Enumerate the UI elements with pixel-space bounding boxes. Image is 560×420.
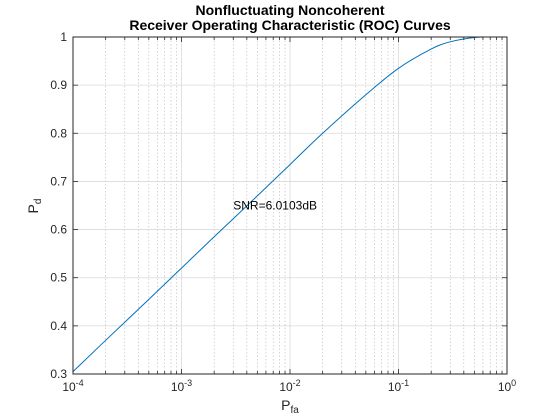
x-tick-label-base: 10 xyxy=(498,380,512,394)
ticks-group xyxy=(72,36,508,375)
y-axis-label: Pd xyxy=(25,199,44,214)
x-tick-label: 100 xyxy=(498,378,516,394)
x-tick-label-exponent: -3 xyxy=(184,378,192,388)
y-tick-label: 0.7 xyxy=(50,174,67,188)
y-tick-label: 0.8 xyxy=(50,126,67,140)
y-axis-label-main: P xyxy=(25,204,41,213)
tick-labels-group: 10-4 10-3 10-2 10-1 1000.30.40.50.60.70.80.9… xyxy=(50,30,516,394)
x-axis-label-sub: fa xyxy=(291,405,300,416)
x-tick-label-exponent: -4 xyxy=(76,378,84,388)
y-tick-label: 0.9 xyxy=(50,78,67,92)
y-tick-label: 0.5 xyxy=(50,271,67,285)
series-group xyxy=(72,36,508,372)
x-tick-label: 10-2 xyxy=(279,378,300,394)
x-tick-label-base: 10 xyxy=(388,380,402,394)
x-tick-label-base: 10 xyxy=(62,380,76,394)
x-tick-label-exponent: -2 xyxy=(293,378,301,388)
x-tick-label-exponent: -1 xyxy=(401,378,409,388)
x-tick-label-base: 10 xyxy=(279,380,293,394)
chart-title-line-1: Nonfluctuating Noncoherent xyxy=(196,2,385,18)
x-tick-label: 10-4 xyxy=(62,378,83,394)
snr-annotation: SNR=6.0103dB xyxy=(233,199,317,213)
x-tick-label: 10-3 xyxy=(171,378,192,394)
chart-title-line-2: Receiver Operating Characteristic (ROC) … xyxy=(129,17,451,33)
x-tick-label: 10-1 xyxy=(388,378,409,394)
x-axis-label: Pfa xyxy=(281,397,299,416)
x-tick-label-base: 10 xyxy=(171,380,185,394)
x-axis-label-main: P xyxy=(281,397,290,413)
roc-series-line xyxy=(72,36,508,372)
y-tick-label: 0.6 xyxy=(50,223,67,237)
y-axis-label-sub: d xyxy=(33,199,44,205)
y-tick-label: 0.3 xyxy=(50,367,67,381)
y-tick-label: 0.4 xyxy=(50,319,67,333)
grid xyxy=(72,36,508,375)
y-tick-label: 1 xyxy=(60,30,67,44)
x-tick-label-exponent: 0 xyxy=(511,378,516,388)
